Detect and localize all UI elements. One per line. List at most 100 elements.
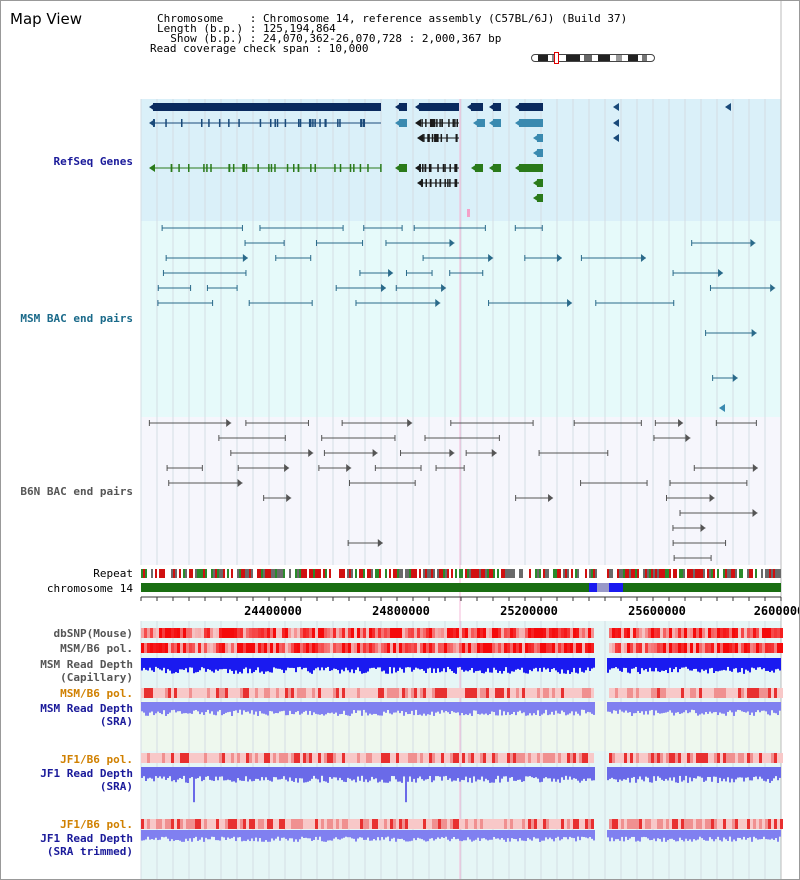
heat-cell: [705, 819, 708, 829]
depth-bar: [179, 830, 181, 841]
heat-cell: [327, 628, 330, 638]
heat-cell: [681, 753, 684, 763]
track-label-msm-bac[interactable]: MSM BAC end pairs: [20, 312, 133, 325]
track-label-msm-read-depth[interactable]: MSM Read Depth: [40, 658, 133, 671]
heat-cell: [564, 688, 567, 698]
depth-bar: [687, 702, 689, 714]
heat-cell: [720, 753, 723, 763]
track-label-msm-read-depth-sra[interactable]: MSM Read Depth: [40, 702, 133, 715]
repeat-element: [655, 569, 657, 578]
heat-cell: [249, 819, 252, 829]
depth-bar: [539, 658, 541, 668]
heat-cell: [729, 643, 732, 653]
heat-cell: [306, 688, 309, 698]
depth-bar: [217, 767, 219, 781]
heat-cell: [219, 628, 222, 638]
heat-cell: [570, 753, 573, 763]
heat-cell: [756, 643, 759, 653]
depth-bar: [673, 767, 675, 778]
depth-bar: [705, 658, 707, 670]
depth-bar: [721, 658, 723, 671]
depth-bar: [475, 767, 477, 782]
show-range-info: Show (b.p.) : 24,070,362-26,070,728 : 2,…: [157, 32, 502, 45]
heat-cell: [213, 688, 216, 698]
track-label-msm-b6-pol-sra[interactable]: MSM/B6 pol.: [60, 687, 133, 700]
depth-bar: [361, 767, 363, 776]
depth-bar: [735, 830, 737, 842]
depth-bar: [501, 830, 503, 838]
depth-bar: [325, 658, 327, 668]
repeat-element: [635, 569, 637, 578]
heat-cell: [483, 688, 486, 698]
depth-bar: [541, 658, 543, 672]
gene-exon: [439, 119, 441, 127]
depth-bar: [521, 658, 523, 668]
chromosome-ideogram[interactable]: [531, 52, 655, 64]
depth-bar: [161, 767, 163, 779]
depth-bar: [447, 658, 449, 667]
heat-cell: [453, 643, 456, 653]
heat-cell: [669, 819, 672, 829]
depth-bar: [219, 767, 221, 777]
track-label-jf1-b6-pol[interactable]: JF1/B6 pol.: [60, 753, 133, 766]
repeat-element: [577, 569, 579, 578]
depth-bar: [415, 702, 417, 710]
heat-cell: [438, 819, 441, 829]
depth-bar: [249, 767, 251, 780]
heat-cell: [504, 688, 507, 698]
heat-cell: [153, 819, 156, 829]
depth-bar: [161, 702, 163, 715]
depth-bar: [565, 702, 567, 716]
depth-bar: [333, 767, 335, 778]
heat-cell: [213, 753, 216, 763]
heat-cell: [642, 643, 645, 653]
depth-bar: [625, 658, 627, 668]
repeat-element: [761, 569, 763, 578]
depth-bar: [765, 830, 767, 840]
track-label-dbsnp[interactable]: dbSNP(Mouse): [53, 627, 133, 640]
depth-bar: [573, 702, 575, 716]
depth-bar: [351, 767, 353, 781]
track-label-jf1-b6-pol-trimmed[interactable]: JF1/B6 pol.: [60, 818, 133, 831]
repeat-element: [717, 569, 719, 578]
heat-cell: [321, 688, 324, 698]
depth-bar: [449, 658, 451, 670]
repeat-element: [189, 569, 191, 578]
repeat-element: [585, 569, 587, 578]
depth-bar: [409, 658, 411, 668]
gene-exon: [276, 119, 279, 127]
heat-cell: [546, 628, 549, 638]
depth-bar: [573, 658, 575, 668]
track-label-jf1-read-depth-trimmed[interactable]: JF1 Read Depth: [40, 832, 133, 845]
heat-cell: [588, 819, 591, 829]
heat-cell: [411, 643, 414, 653]
depth-bar: [391, 767, 393, 776]
depth-bar: [359, 658, 361, 672]
heat-cell: [537, 688, 540, 698]
depth-bar: [535, 767, 537, 778]
depth-bar: [527, 830, 529, 838]
heat-cell: [579, 753, 582, 763]
heat-cell: [369, 753, 372, 763]
repeat-element: [203, 569, 205, 578]
depth-bar: [239, 767, 241, 781]
track-label-jf1-read-depth[interactable]: JF1 Read Depth: [40, 767, 133, 780]
heat-cell: [435, 628, 438, 638]
track-label-refseq-genes[interactable]: RefSeq Genes: [53, 155, 133, 168]
depth-bar: [311, 658, 313, 674]
depth-bar: [759, 702, 761, 713]
depth-bar: [653, 830, 655, 839]
track-label-msm-b6-pol[interactable]: MSM/B6 pol.: [60, 642, 133, 655]
gene-exon: [208, 119, 210, 127]
heat-cell: [333, 688, 336, 698]
depth-bar: [265, 830, 267, 841]
repeat-element: [513, 569, 515, 578]
depth-bar: [495, 830, 497, 839]
repeat-element: [359, 569, 361, 578]
heat-cell: [615, 819, 618, 829]
track-label-b6n-bac[interactable]: B6N BAC end pairs: [20, 485, 133, 498]
heat-cell: [699, 753, 702, 763]
depth-bar: [393, 658, 395, 668]
heat-cell: [342, 643, 345, 653]
